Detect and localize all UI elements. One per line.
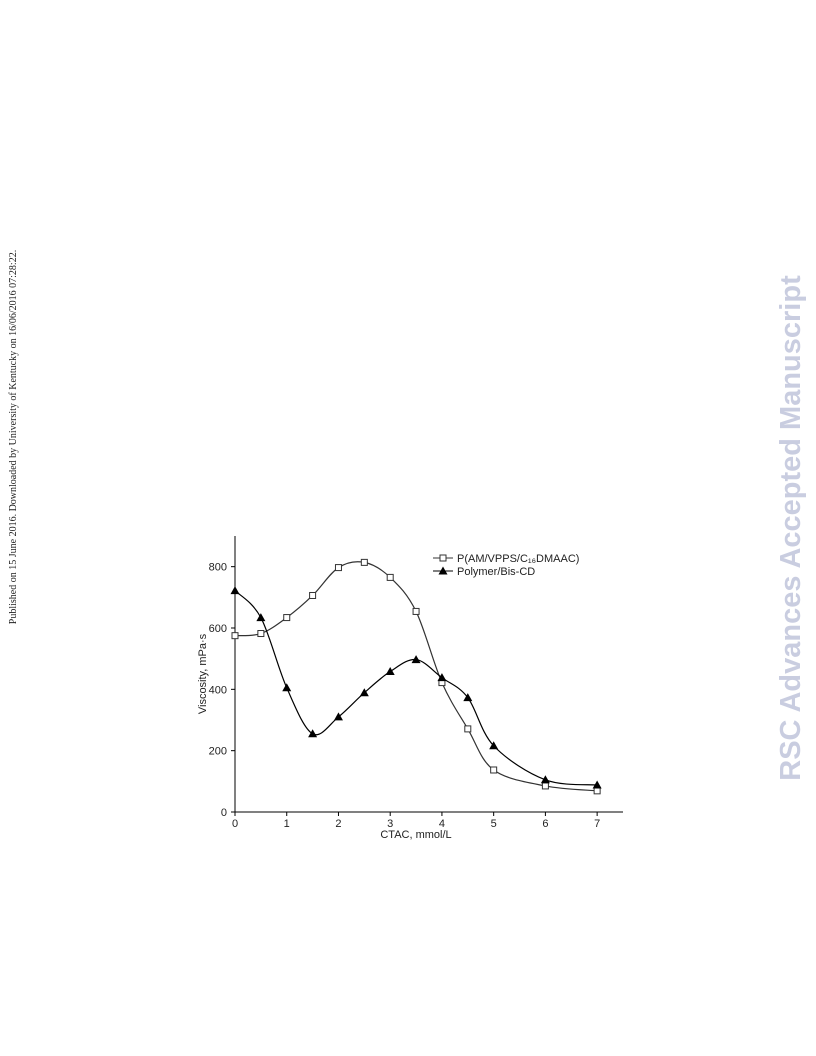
marker	[541, 782, 549, 790]
side-note: Published on 15 June 2016. Downloaded by…	[8, 250, 19, 624]
marker	[385, 667, 395, 676]
y-tick-label: 400	[209, 684, 227, 696]
marker	[282, 683, 292, 692]
marker	[360, 558, 368, 566]
x-tick-label: 0	[232, 818, 238, 830]
x-tick-label: 2	[335, 818, 341, 830]
marker	[439, 554, 447, 562]
y-tick-label: 0	[221, 807, 227, 819]
y-tick-label: 600	[209, 623, 227, 635]
x-tick-label: 7	[594, 818, 600, 830]
marker	[359, 688, 369, 697]
marker	[437, 673, 447, 682]
x-tick-label: 1	[284, 818, 290, 830]
marker	[593, 787, 601, 795]
legend-label: P(AM/VPPS/C₁₆DMAAC)	[457, 553, 579, 565]
watermark: RSC Advances Accepted Manuscript	[775, 275, 807, 781]
marker	[438, 566, 448, 575]
marker	[411, 655, 421, 664]
marker	[257, 630, 265, 638]
marker	[309, 591, 317, 599]
marker	[283, 614, 291, 622]
y-tick-label: 800	[209, 562, 227, 574]
legend-label: Polymer/Bis-CD	[457, 566, 535, 578]
x-tick-label: 6	[542, 818, 548, 830]
marker	[333, 712, 343, 721]
marker	[412, 607, 420, 615]
marker	[334, 564, 342, 572]
y-axis-label: Viscosity, mPa·s	[197, 633, 209, 714]
x-tick-label: 4	[439, 818, 445, 830]
marker	[230, 586, 240, 595]
x-axis-label: CTAC, mmol/L	[380, 829, 451, 841]
marker	[308, 729, 318, 738]
x-tick-label: 3	[387, 818, 393, 830]
marker	[540, 775, 550, 784]
marker	[231, 632, 239, 640]
marker	[256, 613, 266, 622]
marker	[463, 693, 473, 702]
marker	[386, 573, 394, 581]
series-curve	[234, 561, 598, 792]
x-tick-label: 5	[491, 818, 497, 830]
marker	[592, 780, 602, 789]
marker	[490, 766, 498, 774]
y-tick-label: 200	[209, 746, 227, 758]
marker	[464, 725, 472, 733]
marker	[489, 741, 499, 750]
